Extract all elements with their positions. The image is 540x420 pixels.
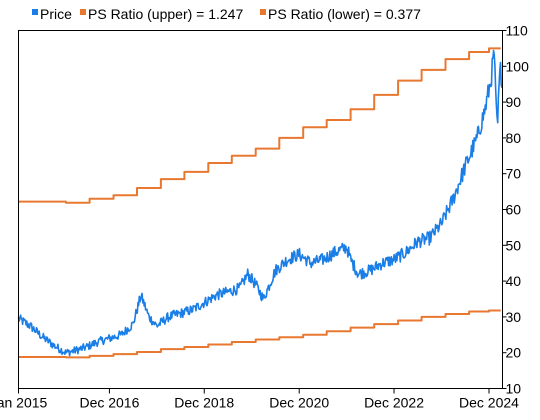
y-tick-label: 40 xyxy=(506,273,522,289)
y-axis: 10 20 30 40 50 60 70 80 90 100 110 xyxy=(502,23,530,397)
legend-ps-lower-swatch xyxy=(260,9,266,15)
y-tick-label: 70 xyxy=(506,166,522,182)
series-layer xyxy=(17,47,503,359)
y-tick-label: 60 xyxy=(506,202,522,218)
y-tick-label: 90 xyxy=(506,94,522,110)
series-price-line xyxy=(17,49,503,357)
y-tick-label: 80 xyxy=(506,130,522,146)
series-ps-lower-line xyxy=(18,309,501,359)
x-tick-label: Dec 2018 xyxy=(174,395,234,411)
x-tick-label: Jan 2015 xyxy=(0,395,48,411)
y-tick-label: 50 xyxy=(506,237,522,253)
x-tick-label: Dec 2024 xyxy=(459,395,519,411)
series-ps-upper-line xyxy=(18,47,501,204)
legend-price-swatch xyxy=(32,9,38,15)
y-tick-label: 30 xyxy=(506,309,522,325)
y-tick-label: 110 xyxy=(506,23,529,39)
y-tick-label: 20 xyxy=(506,345,522,361)
x-tick-label: Dec 2016 xyxy=(79,395,139,411)
legend-price-label: Price xyxy=(40,6,72,22)
legend-ps-upper-label: PS Ratio (upper) = 1.247 xyxy=(88,6,243,22)
y-tick-label: 10 xyxy=(506,381,522,397)
legend-ps-lower-label: PS Ratio (lower) = 0.377 xyxy=(268,6,421,22)
x-tick-label: Dec 2020 xyxy=(269,395,329,411)
x-axis: Jan 2015 Dec 2016 Dec 2018 Dec 2020 Dec 2022… xyxy=(0,388,519,411)
x-tick-label: Dec 2022 xyxy=(364,395,424,411)
legend-ps-upper-swatch xyxy=(80,9,86,15)
plot-frame xyxy=(18,30,503,389)
legend: Price PS Ratio (upper) = 1.247 PS Ratio … xyxy=(32,6,421,22)
y-tick-label: 100 xyxy=(506,58,530,74)
